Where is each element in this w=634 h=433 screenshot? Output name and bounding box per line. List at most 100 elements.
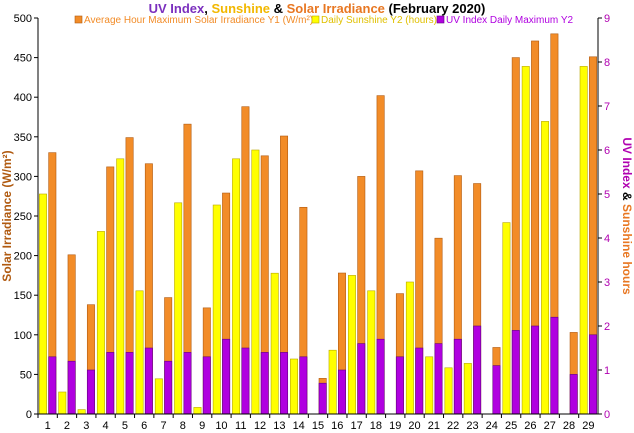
x-tick-label: 24 [486,420,498,432]
bar-uv-17 [357,343,366,415]
bar-sunshine-6 [135,290,144,415]
bar-uv-20 [415,347,424,415]
chart-legend: Average Hour Maximum Solar Irradiance Y1… [74,15,574,26]
bar-uv-21 [434,343,443,415]
y-right-title-part-0: UV Index [620,137,634,189]
x-tick-label: 15 [312,420,324,432]
bar-uv-11 [241,347,250,415]
legend-label-1: Daily Sunshine Y2 (hours) [321,15,437,26]
bar-uv-16 [338,369,346,415]
bar-uv-19 [395,356,404,415]
bar-uv-2 [67,360,76,415]
bar-uv-26 [531,325,540,415]
bar-sunshine-2 [58,391,67,415]
bar-sunshine-23 [463,363,472,415]
x-tick-label: 7 [160,420,166,432]
right-tick-label: 4 [604,233,610,245]
bar-sunshine-4 [96,231,105,415]
x-tick-label: 13 [273,420,285,432]
bar-uv-22 [453,338,462,415]
bar-sunshine-14 [290,358,298,415]
bar-sunshine-13 [270,272,279,415]
title-part-5: (February 2020) [385,1,485,16]
bar-sunshine-10 [212,204,221,415]
left-tick-label: 400 [14,92,32,104]
bar-uv-27 [550,316,559,415]
bar-uv-3 [86,369,95,415]
y-right-title-part-2: Sunshine hours [620,204,634,295]
right-tick-label: 5 [604,189,610,201]
left-tick-label: 50 [20,369,32,381]
x-tick-label: 5 [122,420,128,432]
x-tick-label: 11 [235,420,246,432]
bar-sunshine-17 [347,275,356,415]
y-axis-label-left: Solar Irradiance (W/m²) [0,150,14,281]
x-tick-label: 20 [408,420,420,432]
x-tick-label: 22 [447,420,459,432]
x-tick-label: 14 [293,420,305,432]
x-tick-label: 12 [254,420,266,432]
x-tick-label: 3 [83,420,89,432]
left-tick-label: 250 [14,211,32,223]
title-part-0: UV Index [149,1,205,16]
x-tick-label: 6 [141,420,147,432]
x-tick-label: 26 [524,420,536,432]
bar-sunshine-5 [116,158,125,415]
bar-sunshine-25 [502,222,511,415]
legend-swatch-2 [436,15,445,24]
x-tick-label: 23 [466,420,478,432]
bar-uv-15 [318,382,327,415]
bar-uv-8 [183,352,192,415]
bar-uv-29 [589,334,597,415]
bar-uv-24 [492,365,501,415]
x-tick-label: 9 [199,420,205,432]
left-tick-label: 350 [14,132,32,144]
bar-sunshine-18 [367,290,376,415]
bar-uv-9 [202,356,211,415]
right-tick-label: 7 [604,101,610,113]
title-part-4: Solar Irradiance [287,1,385,16]
bar-uv-25 [511,330,520,415]
y-axis-title-right: UV Index & Sunshine hours [620,137,634,295]
right-axis-ticks: 0 1 2 3 4 5 6 7 8 9 [598,13,610,421]
bar-uv-28 [569,374,578,415]
bar-sunshine-29 [579,66,588,415]
bar-sunshine-8 [174,202,183,415]
y-axis-title-left: Solar Irradiance (W/m²) [0,150,14,281]
bar-uv-10 [222,338,231,415]
bar-sunshine-3 [77,409,86,415]
title-part-3: & [270,1,287,16]
x-tick-label: 2 [64,420,70,432]
x-tick-label: 18 [370,420,382,432]
left-tick-label: 500 [14,13,32,25]
bar-sunshine-22 [444,367,453,415]
bar-sunshine-21 [425,356,434,415]
bar-uv-7 [164,360,173,415]
right-tick-label: 9 [604,13,610,25]
x-tick-label: 16 [331,420,343,432]
x-axis-ticks: 1 2 3 4 5 6 7 8 9 10 11 12 13 14 15 16 17 18 19 20 21 22 23 24 2… [37,414,594,432]
bar-uv-23 [473,325,482,415]
x-tick-label: 4 [103,420,109,432]
y-right-title-part-1: & [620,189,634,204]
left-tick-label: 450 [14,53,32,65]
x-tick-label: 17 [350,420,362,432]
left-tick-label: 300 [14,171,32,183]
legend-swatch-0 [74,15,83,24]
right-tick-label: 2 [604,321,610,333]
bar-uv-5 [125,352,134,415]
x-tick-label: 27 [544,420,556,432]
right-tick-label: 6 [604,145,610,157]
legend-swatch-1 [311,15,320,24]
title-part-2: Sunshine [212,1,271,16]
bar-uv-18 [376,338,385,415]
bar-uv-4 [106,352,115,415]
bar-sunshine-7 [154,378,163,415]
x-tick-label: 28 [563,420,575,432]
x-tick-label: 1 [45,420,51,432]
left-tick-label: 200 [14,251,32,263]
legend-label-0: Average Hour Maximum Solar Irradiance Y1… [84,15,313,26]
left-axis-ticks: 0 50 100 150 200 250 300 350 400 450 500 [14,13,38,421]
